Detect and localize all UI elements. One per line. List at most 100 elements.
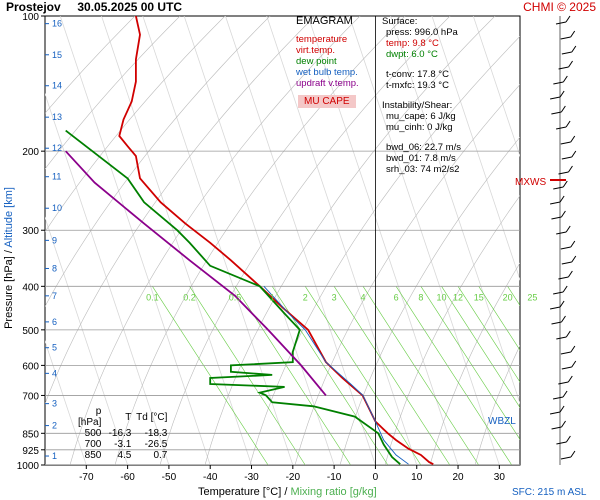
- mu-cape-value: mu_cape: 6 J/kg: [386, 111, 456, 122]
- wind-barb-flag: [561, 315, 566, 323]
- wind-barb: [549, 306, 561, 310]
- isotherm-line: [266, 16, 418, 465]
- wind-barb-flag: [570, 240, 576, 248]
- wind-barb: [555, 21, 567, 25]
- wind-barb: [556, 441, 567, 445]
- x-tick-label: -10: [327, 472, 342, 483]
- x-tick-label: -40: [203, 472, 218, 483]
- y-axis-label-altitude: Altitude [km]: [2, 187, 15, 248]
- isotherm-line: [183, 16, 335, 465]
- y-tick-label: 925: [22, 446, 39, 457]
- x-axis-label-temp: Temperature [°C] /: [198, 486, 288, 498]
- wind-barb: [553, 81, 564, 85]
- y-tick-label: 850: [22, 429, 39, 440]
- mixing-ratio-line: [420, 286, 520, 441]
- mu-cinh-value: mu_cinh: 0 J/kg: [386, 122, 453, 133]
- y-tick-label: 600: [22, 361, 39, 372]
- series-updraft-v-temp-line: [65, 150, 327, 396]
- altitude-label: 5: [52, 343, 57, 353]
- wind-barb-flag: [571, 45, 577, 53]
- wind-barb-flag: [562, 180, 568, 188]
- wind-barb-flag: [570, 135, 576, 143]
- table-header-row: p [hPa] T Td [°C]: [78, 406, 167, 428]
- wind-barb-flag: [562, 390, 568, 398]
- y-axis-label-pressure: Pressure [hPa] /: [2, 250, 15, 329]
- wind-barb: [553, 186, 564, 190]
- mixing-ratio-label: 1: [270, 292, 275, 302]
- wind-barb: [551, 321, 562, 325]
- mixing-ratio-line: [507, 286, 520, 307]
- wind-barb: [552, 396, 564, 400]
- table-header: p [hPa]: [78, 406, 102, 428]
- table-cell: 0.7: [153, 450, 168, 461]
- mixing-ratio-label: 0.1: [146, 292, 159, 302]
- table-cell: -26.5: [144, 439, 168, 450]
- x-axis-label-mixing: Mixing ratio [g/kg]: [290, 486, 377, 498]
- wbzl-label: WBZL: [488, 416, 516, 427]
- series-dew-pointline: [65, 129, 401, 465]
- wind-barb-flag: [571, 255, 577, 263]
- mu-cape-button[interactable]: MU CAPE: [298, 95, 356, 108]
- mixing-ratio-line: [362, 286, 479, 465]
- x-tick-label: 0: [373, 472, 379, 483]
- table-cell: 4.5: [117, 450, 132, 461]
- wind-barb-flag: [571, 150, 577, 158]
- chart-title: Prostejov 30.05.2025 00 UTC: [6, 0, 182, 14]
- x-axis-label: Temperature [°C] / Mixing ratio [g/kg]: [198, 486, 377, 498]
- isotherm-line: [390, 16, 520, 405]
- wind-barb: [550, 96, 561, 100]
- surface-tmxfc: t-mxfc: 19.3 °C: [386, 80, 449, 91]
- wind-barb: [551, 216, 562, 220]
- wind-barb-flag: [570, 345, 576, 353]
- mixing-ratio-line: [478, 286, 520, 351]
- table-cell: 500: [84, 428, 102, 439]
- wind-barb: [558, 276, 569, 280]
- wind-barb-flag: [571, 360, 577, 368]
- legend-virt-temp: virt.temp.: [296, 45, 336, 56]
- y-tick-label: 400: [22, 282, 39, 293]
- mixing-ratio-label: 20: [503, 292, 513, 302]
- series-temperatureline: [118, 16, 434, 465]
- legend-wet-bulb: wet bulb temp.: [296, 67, 358, 78]
- srh-03-value: srh_03: 74 m2/s2: [386, 164, 460, 175]
- surface-altitude-label: SFC: 215 m ASL: [512, 487, 587, 498]
- mixing-ratio-label: 12: [453, 292, 463, 302]
- wind-barb: [560, 141, 571, 145]
- isotherm-line: [45, 92, 170, 465]
- altitude-label: 1: [52, 451, 57, 461]
- altitude-label: 3: [52, 399, 57, 409]
- y-tick-label: 300: [22, 226, 39, 237]
- table-header: T: [125, 411, 132, 423]
- sounding-datetime: 30.05.2025 00 UTC: [77, 0, 183, 14]
- wind-barb-flag: [559, 300, 565, 308]
- dry-adiabat-line: [384, 195, 520, 465]
- table-row: 850 4.5 0.7: [78, 450, 168, 461]
- mixing-ratio-label: 0.5: [229, 292, 242, 302]
- legend-title: EMAGRAM: [296, 15, 353, 27]
- grid-layer: [45, 16, 520, 465]
- altitude-label: 9: [52, 235, 57, 245]
- isotherm-line: [472, 16, 520, 158]
- isotherm-line: [348, 16, 500, 465]
- wind-barb: [551, 426, 562, 430]
- wind-barb-flag: [565, 120, 571, 128]
- mixing-ratio-label: 10: [437, 292, 447, 302]
- wind-barb-flag: [561, 210, 566, 218]
- table-row: 500 -16.3 -18.3: [78, 428, 168, 439]
- isotherm-line: [45, 340, 87, 465]
- series-wet-bulb-temp-line: [263, 285, 409, 465]
- axis-layer: 0.1 0.2 0.5 1 2 3 4 6 8 10 12 15 20 25-70 -60 -50 -40 -30…: [17, 12, 538, 483]
- wind-barb-flag: [570, 30, 576, 38]
- y-axis-label: Pressure [hPa] / Altitude [km]: [3, 187, 15, 329]
- wind-barb-flag: [559, 90, 565, 98]
- wind-barb-flag: [562, 285, 568, 293]
- mixing-ratio-label: 0.2: [183, 292, 196, 302]
- info-panel: Surface: press: 996.0 hPa temp: 9.8 °C d…: [382, 16, 502, 175]
- wind-barb: [551, 111, 562, 115]
- wind-barb: [558, 171, 569, 175]
- altitude-label: 16: [52, 19, 62, 29]
- wind-barb-flag: [561, 420, 566, 428]
- mixing-ratio-label: 25: [527, 292, 537, 302]
- table-header: Td [°C]: [136, 411, 168, 423]
